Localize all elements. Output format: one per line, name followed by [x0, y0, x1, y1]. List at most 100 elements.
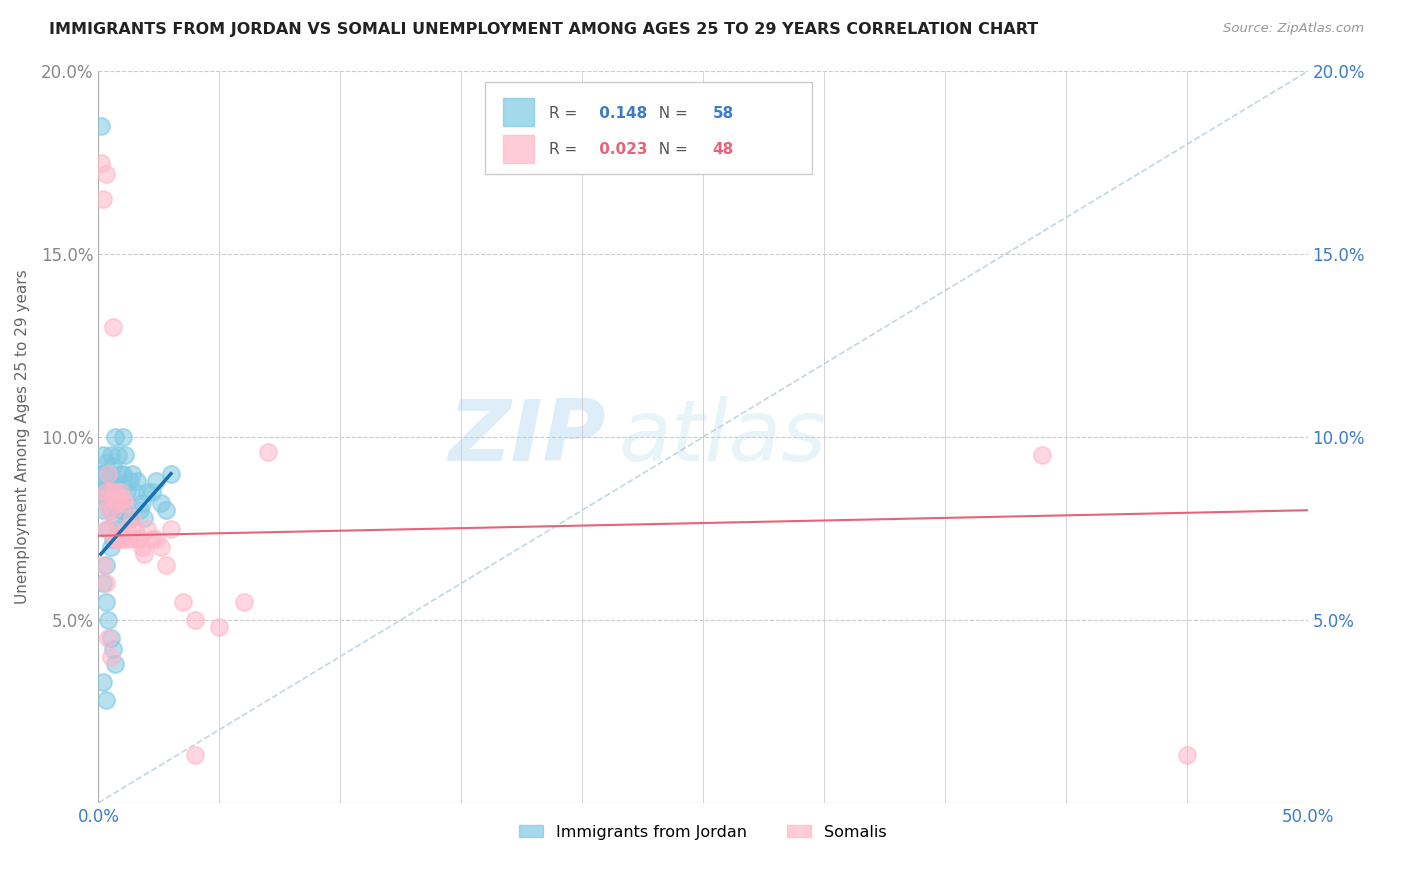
Point: [100, 521, 122, 535]
Text: Source: ZipAtlas.com: Source: ZipAtlas.com: [1223, 22, 1364, 36]
Point: [100, 485, 122, 500]
Point: [97, 503, 120, 517]
Point: [121, 467, 143, 481]
Point: [131, 496, 153, 510]
Point: [94, 456, 117, 470]
Point: [117, 521, 139, 535]
Point: [97, 467, 120, 481]
Point: [131, 540, 153, 554]
Text: atlas: atlas: [619, 395, 827, 479]
Text: 58: 58: [713, 105, 734, 120]
Point: [150, 540, 173, 554]
Point: [104, 657, 127, 671]
Point: [91, 503, 114, 517]
Text: 0.148: 0.148: [595, 105, 647, 120]
Point: [101, 503, 124, 517]
Point: [101, 320, 124, 334]
Point: [160, 521, 183, 535]
Point: [101, 642, 124, 657]
Point: [160, 467, 183, 481]
Point: [90, 485, 112, 500]
Legend: Immigrants from Jordan, Somalis: Immigrants from Jordan, Somalis: [513, 818, 893, 846]
Point: [108, 533, 131, 547]
Point: [107, 485, 129, 500]
Text: IMMIGRANTS FROM JORDAN VS SOMALI UNEMPLOYMENT AMONG AGES 25 TO 29 YEARS CORRELAT: IMMIGRANTS FROM JORDAN VS SOMALI UNEMPLO…: [49, 22, 1039, 37]
FancyBboxPatch shape: [503, 135, 534, 163]
Point: [104, 474, 127, 488]
Point: [107, 496, 129, 510]
Point: [94, 474, 117, 488]
Point: [91, 448, 114, 462]
Point: [141, 533, 163, 547]
Point: [232, 594, 254, 608]
Point: [100, 649, 122, 664]
Text: R =: R =: [550, 142, 582, 157]
Y-axis label: Unemployment Among Ages 25 to 29 years: Unemployment Among Ages 25 to 29 years: [15, 269, 30, 605]
Point: [97, 467, 120, 481]
Point: [111, 503, 134, 517]
Point: [91, 467, 114, 481]
Point: [107, 521, 129, 535]
Text: 0.023: 0.023: [595, 142, 648, 157]
Point: [104, 430, 127, 444]
Point: [107, 448, 129, 462]
Point: [101, 477, 124, 491]
Point: [172, 594, 194, 608]
Point: [134, 510, 156, 524]
Text: ZIP: ZIP: [449, 395, 606, 479]
Point: [108, 485, 131, 500]
Point: [111, 430, 134, 444]
Point: [90, 156, 112, 170]
Point: [128, 503, 150, 517]
Point: [91, 485, 114, 500]
Point: [145, 533, 167, 547]
Point: [111, 467, 134, 481]
Point: [108, 503, 131, 517]
Point: [101, 533, 124, 547]
Point: [100, 474, 122, 488]
Point: [111, 529, 134, 543]
Text: R =: R =: [550, 105, 582, 120]
Point: [90, 467, 112, 481]
Point: [91, 675, 114, 690]
Point: [94, 576, 117, 591]
Point: [135, 485, 157, 500]
Point: [118, 533, 141, 547]
Point: [108, 467, 131, 481]
Point: [118, 510, 141, 524]
Point: [1031, 448, 1053, 462]
Point: [111, 492, 134, 507]
Point: [91, 192, 114, 206]
Point: [100, 503, 122, 517]
Point: [150, 496, 173, 510]
Point: [97, 632, 120, 646]
Point: [114, 496, 136, 510]
Point: [94, 521, 117, 535]
Point: [97, 521, 120, 535]
Point: [184, 613, 207, 627]
Point: [94, 492, 117, 507]
Point: [121, 510, 143, 524]
Point: [141, 485, 163, 500]
Point: [97, 613, 120, 627]
Point: [184, 748, 207, 763]
Point: [94, 485, 117, 500]
FancyBboxPatch shape: [485, 82, 811, 174]
Point: [127, 533, 149, 547]
Point: [114, 496, 136, 510]
Point: [134, 547, 156, 561]
Point: [94, 167, 117, 181]
Point: [94, 594, 117, 608]
Point: [128, 533, 150, 547]
Point: [1175, 748, 1198, 763]
Point: [101, 496, 124, 510]
Point: [107, 533, 129, 547]
Point: [100, 632, 122, 646]
Point: [91, 492, 114, 507]
Point: [124, 485, 146, 500]
Point: [135, 521, 157, 535]
Point: [90, 120, 112, 134]
FancyBboxPatch shape: [503, 98, 534, 127]
Point: [91, 576, 114, 591]
Point: [117, 485, 139, 500]
